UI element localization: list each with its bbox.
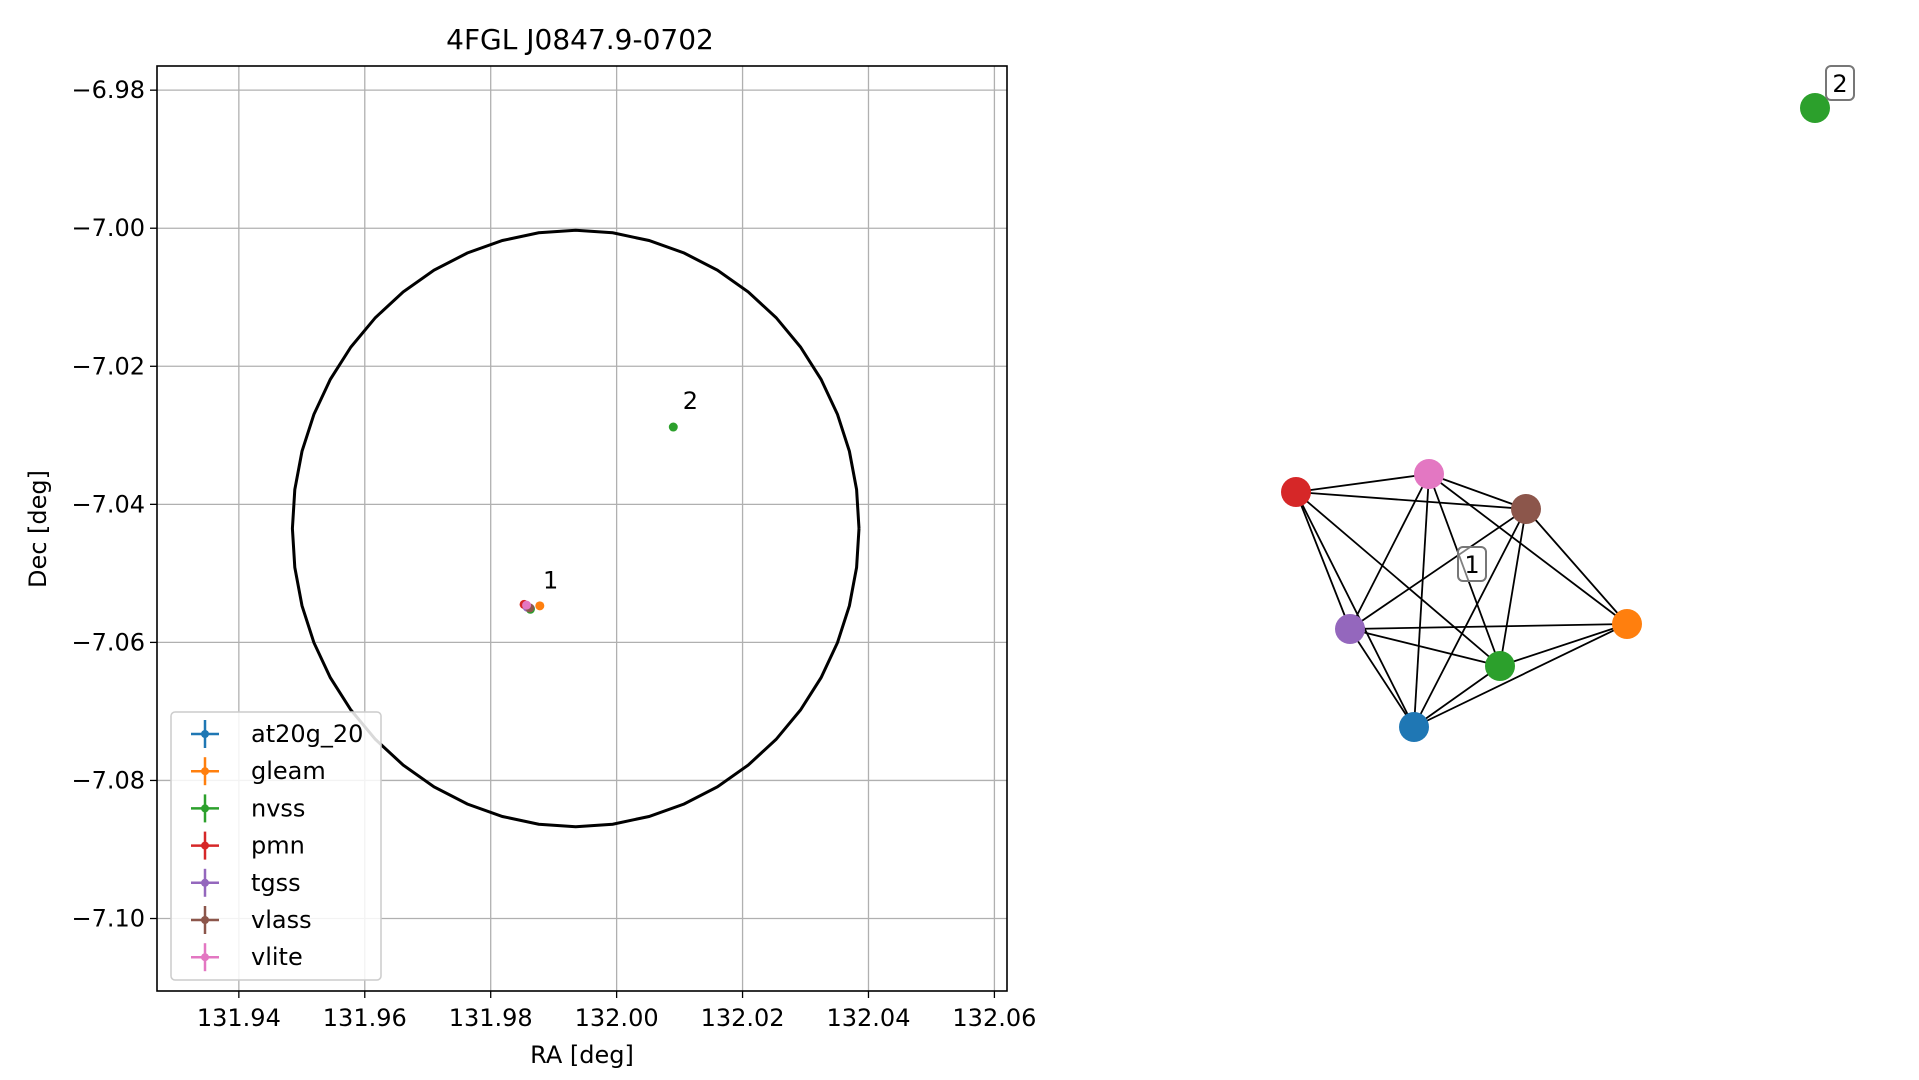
grid-lines <box>157 66 1007 991</box>
legend-marker <box>201 841 209 850</box>
annotation-label: 2 <box>683 387 698 415</box>
x-tick-label: 132.06 <box>952 1004 1036 1032</box>
annotation-label: 1 <box>543 567 558 595</box>
legend-item-nvss: nvss <box>191 794 305 823</box>
plot-frame <box>156 65 1008 992</box>
edge-vlass-nvss <box>1499 508 1527 667</box>
edge-tgss-nvss <box>1349 628 1501 667</box>
legend-frame <box>170 711 382 981</box>
legend-marker <box>201 916 209 924</box>
crossmatch-network-graph: 12 <box>1281 65 1855 742</box>
edge-vlite-tgss <box>1349 473 1430 630</box>
legend-marker <box>201 767 209 776</box>
edge-nvss-gleam <box>1499 623 1628 667</box>
legend-label: pmn <box>251 832 305 860</box>
x-tick-label: 132.02 <box>701 1004 785 1032</box>
node-vlite <box>1414 459 1444 489</box>
edge-tgss-gleam <box>1349 623 1628 630</box>
legend-label: gleam <box>251 757 326 785</box>
legend-item-gleam: gleam <box>191 757 326 786</box>
edge-vlite-gleam <box>1428 473 1628 625</box>
legend-marker <box>201 730 209 738</box>
edge-pmn-nvss <box>1295 491 1501 667</box>
legend-item-pmn: pmn <box>191 831 305 860</box>
legend-marker <box>201 878 209 887</box>
y-tick-label: −7.06 <box>71 628 145 656</box>
edge-vlass-tgss <box>1349 508 1527 630</box>
legend-item-at20g_20: at20g_20 <box>191 720 363 748</box>
node-at20g_20 <box>1399 712 1429 742</box>
edge-pmn-tgss <box>1295 491 1351 630</box>
group-label-frame <box>1825 65 1855 101</box>
localization-ellipse <box>290 228 861 829</box>
group-label-text: 1 <box>1464 551 1479 579</box>
point-vlite <box>522 600 532 610</box>
ra-dec-scatter-chart: 4FGL J0847.9-0702 131.94 131.96 131.98 132.… <box>24 23 1036 1069</box>
legend-label: vlass <box>251 906 312 934</box>
node-gleam <box>1612 609 1642 639</box>
x-tick-label: 131.96 <box>323 1004 407 1032</box>
x-tick-label: 131.94 <box>197 1004 281 1032</box>
edge-vlass-gleam <box>1525 508 1628 625</box>
group-label-box: 2 <box>1825 65 1855 101</box>
point-nvss <box>668 422 678 432</box>
legend-label: vlite <box>251 943 303 971</box>
edge-gleam-at20g_20 <box>1413 623 1628 728</box>
legend-label: nvss <box>251 794 305 822</box>
node-vlass <box>1511 494 1541 524</box>
source-points <box>519 422 678 614</box>
legend-marker <box>201 804 209 813</box>
edge-pmn-at20g_20 <box>1295 491 1415 728</box>
edge-pmn-vlass <box>1295 491 1527 510</box>
network-nodes <box>1281 93 1830 742</box>
y-tick-label: −7.08 <box>71 766 145 794</box>
legend-marker <box>201 953 209 962</box>
network-edges <box>1295 473 1628 728</box>
edge-vlass-at20g_20 <box>1413 508 1527 728</box>
y-tick-label: −7.00 <box>71 214 145 242</box>
x-tick-label: 132.04 <box>826 1004 910 1032</box>
edge-vlite-at20g_20 <box>1413 473 1430 728</box>
axis-ticks: 131.94 131.96 131.98 132.00 132.02 132.04 132.… <box>71 76 1036 1032</box>
chart-title: 4FGL J0847.9-0702 <box>446 23 714 56</box>
x-axis-label: RA [deg] <box>530 1041 634 1069</box>
group-label-box: 1 <box>1457 546 1487 582</box>
group-label-frame <box>1457 546 1487 582</box>
edge-nvss-at20g_20 <box>1413 665 1501 728</box>
group-label-text: 2 <box>1832 70 1847 98</box>
edge-pmn-vlite <box>1295 473 1430 493</box>
node-nvss_2 <box>1800 93 1830 123</box>
x-tick-label: 132.00 <box>575 1004 659 1032</box>
uncertainty-circle <box>290 228 861 829</box>
y-tick-label: −6.98 <box>71 76 145 104</box>
node-pmn <box>1281 477 1311 507</box>
node-nvss <box>1485 651 1515 681</box>
legend-label: at20g_20 <box>251 720 363 748</box>
legend-item-vlass: vlass <box>191 906 312 934</box>
edge-vlite-vlass <box>1428 473 1527 510</box>
point-gleam <box>535 601 545 611</box>
y-tick-label: −7.10 <box>71 905 145 933</box>
legend-label: tgss <box>251 869 301 897</box>
legend-item-vlite: vlite <box>191 943 303 972</box>
point-annotations: 12 <box>543 387 698 594</box>
node-tgss <box>1335 614 1365 644</box>
y-tick-label: −7.04 <box>71 490 145 518</box>
legend-item-tgss: tgss <box>191 868 301 897</box>
x-tick-label: 131.98 <box>449 1004 533 1032</box>
network-group-labels: 12 <box>1457 65 1855 582</box>
y-tick-label: −7.02 <box>71 352 145 380</box>
y-axis-label: Dec [deg] <box>24 470 52 588</box>
edge-tgss-at20g_20 <box>1349 628 1415 728</box>
